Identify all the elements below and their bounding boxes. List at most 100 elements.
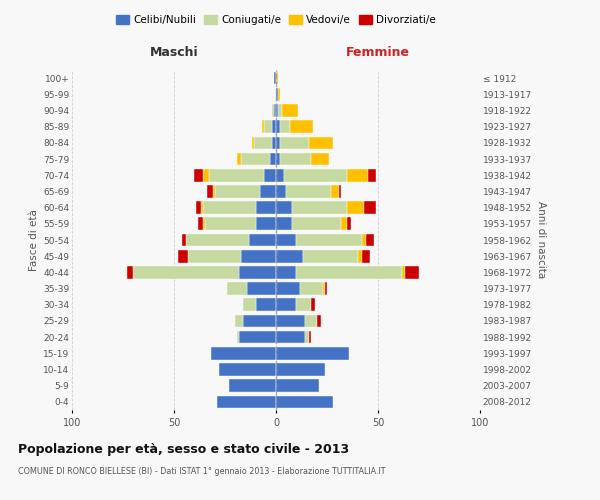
Bar: [186, 234, 250, 246]
Bar: [366, 234, 374, 246]
Bar: [203, 169, 209, 181]
Bar: [127, 266, 133, 278]
Bar: [292, 218, 341, 230]
Bar: [280, 120, 290, 133]
Bar: [272, 136, 276, 149]
Bar: [364, 202, 376, 214]
Bar: [403, 266, 404, 278]
Bar: [276, 298, 296, 311]
Legend: Celibi/Nubili, Coniugati/e, Vedovi/e, Divorziati/e: Celibi/Nubili, Coniugati/e, Vedovi/e, Di…: [115, 12, 437, 27]
Y-axis label: Fasce di età: Fasce di età: [29, 209, 39, 271]
Bar: [305, 314, 317, 328]
Bar: [235, 314, 244, 328]
Bar: [178, 250, 188, 262]
Bar: [254, 136, 272, 149]
Bar: [239, 331, 276, 344]
Bar: [256, 298, 276, 311]
Bar: [274, 104, 276, 117]
Bar: [276, 234, 296, 246]
Bar: [251, 136, 254, 149]
Bar: [347, 169, 368, 181]
Bar: [276, 380, 319, 392]
Bar: [347, 202, 364, 214]
Bar: [200, 202, 203, 214]
Bar: [188, 250, 241, 262]
Bar: [276, 314, 305, 328]
Bar: [239, 266, 276, 278]
Bar: [229, 380, 276, 392]
Bar: [284, 169, 347, 181]
Bar: [270, 152, 276, 166]
Bar: [133, 266, 239, 278]
Bar: [264, 120, 272, 133]
Bar: [244, 298, 256, 311]
Bar: [260, 185, 276, 198]
Bar: [325, 282, 327, 295]
Bar: [362, 250, 370, 262]
Bar: [301, 282, 323, 295]
Bar: [317, 314, 321, 328]
Bar: [241, 250, 276, 262]
Bar: [339, 185, 341, 198]
Bar: [358, 250, 362, 262]
Bar: [276, 88, 278, 101]
Bar: [276, 266, 296, 278]
Bar: [323, 282, 325, 295]
Bar: [256, 202, 276, 214]
Text: Popolazione per età, sesso e stato civile - 2013: Popolazione per età, sesso e stato civil…: [18, 442, 349, 456]
Bar: [292, 202, 347, 214]
Bar: [276, 347, 349, 360]
Bar: [237, 331, 239, 344]
Bar: [278, 88, 280, 101]
Bar: [296, 266, 403, 278]
Bar: [290, 120, 313, 133]
Bar: [276, 169, 284, 181]
Bar: [276, 72, 278, 85]
Bar: [278, 104, 282, 117]
Bar: [276, 185, 286, 198]
Bar: [305, 331, 308, 344]
Bar: [311, 298, 315, 311]
Bar: [347, 218, 352, 230]
Bar: [194, 169, 203, 181]
Text: Femmine: Femmine: [346, 46, 410, 59]
Bar: [203, 202, 256, 214]
Bar: [217, 396, 276, 408]
Bar: [276, 396, 333, 408]
Bar: [296, 298, 311, 311]
Y-axis label: Anni di nascita: Anni di nascita: [536, 202, 546, 278]
Bar: [276, 104, 278, 117]
Bar: [341, 218, 347, 230]
Bar: [215, 185, 260, 198]
Bar: [368, 169, 376, 181]
Bar: [206, 185, 213, 198]
Bar: [280, 152, 311, 166]
Bar: [276, 152, 280, 166]
Bar: [276, 363, 325, 376]
Bar: [213, 185, 215, 198]
Bar: [244, 314, 276, 328]
Bar: [404, 266, 419, 278]
Bar: [362, 234, 366, 246]
Bar: [247, 282, 276, 295]
Bar: [272, 104, 274, 117]
Bar: [205, 218, 256, 230]
Bar: [276, 136, 280, 149]
Bar: [286, 185, 331, 198]
Bar: [276, 250, 302, 262]
Bar: [282, 104, 298, 117]
Bar: [227, 282, 247, 295]
Bar: [196, 202, 200, 214]
Bar: [209, 169, 264, 181]
Bar: [280, 136, 308, 149]
Bar: [250, 234, 276, 246]
Bar: [256, 218, 276, 230]
Bar: [308, 136, 333, 149]
Bar: [331, 185, 339, 198]
Bar: [276, 282, 301, 295]
Bar: [203, 218, 205, 230]
Bar: [211, 347, 276, 360]
Text: COMUNE DI RONCO BIELLESE (BI) - Dati ISTAT 1° gennaio 2013 - Elaborazione TUTTIT: COMUNE DI RONCO BIELLESE (BI) - Dati IST…: [18, 468, 386, 476]
Bar: [241, 152, 270, 166]
Bar: [296, 234, 362, 246]
